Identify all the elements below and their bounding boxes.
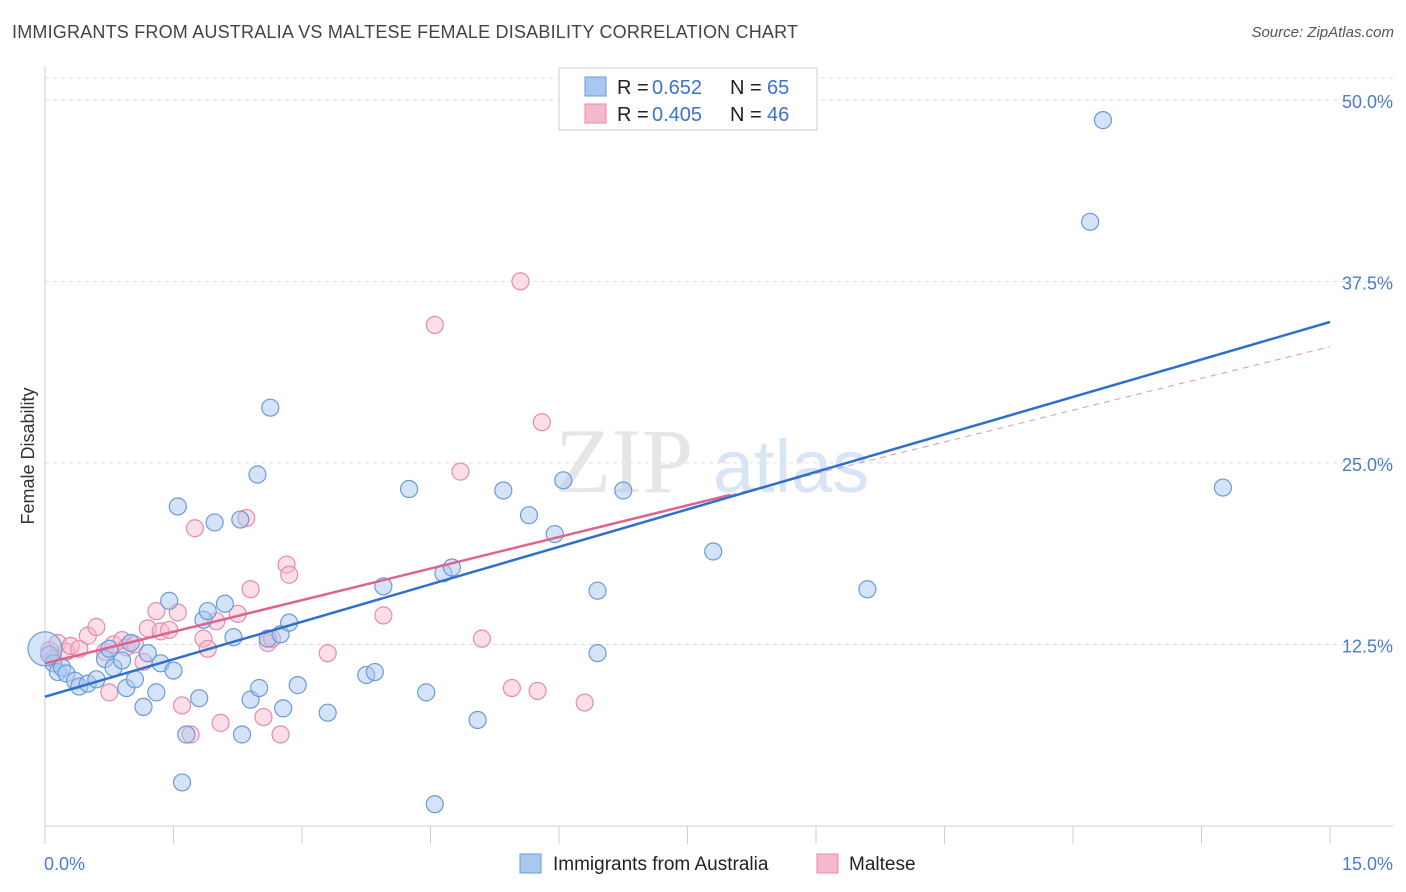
- x-tick-label-min: 0.0%: [44, 854, 85, 874]
- maltese-point: [374, 606, 393, 625]
- australia-point: [1081, 212, 1100, 231]
- maltese-point: [194, 629, 213, 648]
- australia-point: [417, 683, 436, 702]
- legend-r-value-maltese: 0.405: [652, 104, 702, 126]
- x-tick-labels: 0.0% 15.0%: [44, 854, 1393, 874]
- maltese-point: [271, 725, 290, 744]
- australia-point: [172, 773, 192, 792]
- maltese-point: [502, 678, 521, 698]
- australia-point: [112, 651, 132, 670]
- watermark: ZIP atlas: [555, 410, 869, 512]
- australia-point: [274, 699, 293, 718]
- australia-point: [147, 683, 166, 702]
- top-legend: R = 0.652 N = 65 R = 0.405 N = 46: [558, 67, 818, 131]
- legend-r-label-1: R =: [617, 77, 649, 99]
- australia-point: [425, 795, 444, 814]
- australia-point: [468, 710, 487, 730]
- y-tick-label: 37.5%: [1342, 273, 1393, 293]
- maltese-point: [528, 681, 547, 701]
- legend-n-label-2: N =: [730, 104, 762, 126]
- bottom-legend: Immigrants from Australia Maltese: [519, 853, 916, 875]
- australia-point: [288, 676, 307, 695]
- australia-point: [588, 581, 607, 600]
- australia-point: [205, 513, 224, 532]
- grid-lines: [45, 77, 1393, 645]
- australia-point: [250, 678, 269, 698]
- australia-point: [588, 644, 607, 663]
- australia-point: [318, 703, 337, 722]
- australia-point: [27, 631, 63, 667]
- maltese-point: [532, 413, 551, 432]
- y-tick-label: 12.5%: [1342, 636, 1393, 656]
- y-axis-label: Female Disability: [18, 387, 38, 524]
- australia-point: [190, 689, 209, 708]
- maltese-point: [425, 315, 444, 335]
- australia-point: [164, 661, 183, 680]
- source-label: Source: ZipAtlas.com: [1251, 24, 1394, 41]
- australia-point: [177, 725, 196, 744]
- y-tick-label: 50.0%: [1342, 92, 1393, 112]
- maltese-point: [280, 565, 299, 584]
- maltese-point: [172, 696, 192, 715]
- australia-point: [399, 479, 419, 499]
- legend-swatch-australia: [584, 76, 607, 97]
- maltese-trend-line: [44, 493, 731, 665]
- maltese-trend-extrapolated: [730, 346, 1331, 496]
- maltese-point: [241, 580, 260, 599]
- legend-n-value-maltese: 46: [767, 104, 789, 126]
- maltese-point: [160, 620, 179, 640]
- bottom-legend-label-australia: Immigrants from Australia: [553, 854, 769, 875]
- australia-point: [261, 398, 280, 417]
- australia-point: [168, 497, 187, 516]
- x-tick-label-max: 15.0%: [1342, 854, 1393, 874]
- australia-points: [27, 111, 1233, 814]
- australia-point: [704, 542, 723, 561]
- australia-trend-line: [44, 320, 1331, 698]
- australia-point: [614, 481, 633, 500]
- maltese-point: [100, 683, 119, 702]
- australia-point: [215, 594, 234, 613]
- maltese-points: [40, 272, 594, 744]
- australia-point: [160, 591, 179, 610]
- australia-point: [1213, 478, 1233, 497]
- chart-title: IMMIGRANTS FROM AUSTRALIA VS MALTESE FEM…: [12, 22, 799, 42]
- maltese-point: [185, 519, 205, 538]
- australia-point: [554, 471, 573, 490]
- australia-point: [494, 481, 513, 500]
- maltese-point: [511, 272, 530, 291]
- maltese-point: [451, 462, 470, 481]
- maltese-point: [472, 629, 491, 648]
- legend-r-label-2: R =: [617, 104, 649, 126]
- trend-lines: [44, 320, 1331, 698]
- legend-n-label-1: N =: [730, 77, 762, 99]
- australia-point: [138, 644, 157, 663]
- y-tick-label: 25.0%: [1342, 455, 1393, 475]
- australia-point: [519, 506, 539, 525]
- maltese-point: [318, 644, 337, 663]
- maltese-point: [87, 617, 106, 637]
- australia-point: [134, 697, 153, 717]
- australia-point: [858, 580, 877, 599]
- australia-point: [1093, 111, 1113, 130]
- y-tick-labels: 12.5% 25.0% 37.5% 50.0%: [1342, 92, 1393, 657]
- maltese-point: [254, 707, 273, 727]
- bottom-legend-swatch-maltese: [816, 853, 839, 874]
- australia-point: [198, 601, 217, 621]
- australia-point: [365, 662, 384, 682]
- maltese-point: [575, 693, 594, 712]
- legend-n-value-australia: 65: [767, 77, 789, 99]
- legend-r-value-australia: 0.652: [652, 77, 702, 99]
- bottom-legend-label-maltese: Maltese: [849, 854, 916, 875]
- australia-point: [231, 510, 250, 529]
- australia-point: [248, 465, 267, 484]
- australia-point: [232, 725, 252, 744]
- maltese-point: [211, 713, 230, 732]
- maltese-point: [147, 601, 166, 621]
- legend-swatch-maltese: [584, 103, 607, 124]
- bottom-legend-swatch-australia: [519, 853, 542, 874]
- axes: [44, 66, 1393, 844]
